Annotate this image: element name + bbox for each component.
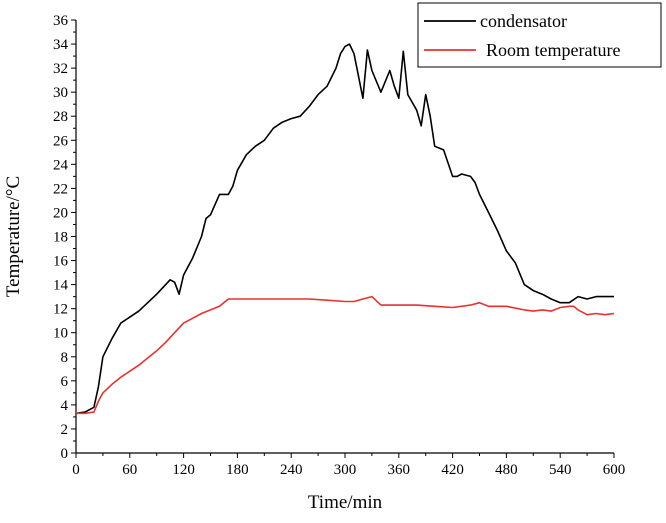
x-tick-label: 360 [388, 462, 411, 478]
x-tick-label: 240 [280, 462, 303, 478]
x-tick-label: 180 [226, 462, 249, 478]
y-tick-label: 34 [53, 37, 69, 53]
y-tick-label: 12 [53, 302, 68, 318]
y-tick-label: 18 [53, 230, 68, 246]
legend: condensator Room temperature [417, 2, 662, 68]
x-tick-label: 60 [122, 462, 137, 478]
y-tick-label: 26 [53, 133, 69, 149]
x-tick-label: 0 [72, 462, 80, 478]
y-tick-label: 16 [53, 254, 69, 270]
y-tick-label: 4 [61, 398, 69, 414]
series-line-room-temperature [76, 295, 615, 415]
y-tick-label: 36 [53, 13, 69, 29]
y-tick-label: 2 [61, 422, 69, 438]
plot-frame [75, 20, 614, 454]
x-tick-label: 420 [441, 462, 464, 478]
y-tick-label: 30 [53, 85, 68, 101]
x-tick-label: 480 [495, 462, 518, 478]
legend-label-room-temperature: Room temperature [486, 40, 620, 60]
y-tick-label: 20 [53, 205, 68, 221]
y-tick-label: 22 [53, 181, 68, 197]
series-lines [75, 43, 615, 415]
y-tick-label: 8 [61, 350, 69, 366]
series-line-condensator [75, 43, 614, 415]
y-axis-title: Temperature/°C [3, 176, 24, 297]
y-tick-label: 0 [61, 446, 69, 462]
x-axis-title: Time/min [308, 492, 383, 513]
legend-box [417, 2, 662, 68]
x-axis-ticks: 0 60 120 180 240 300 360 420 480 540 600 [72, 453, 625, 478]
y-tick-label: 14 [53, 278, 69, 294]
legend-label-condensator: condensator [480, 11, 567, 31]
y-tick-label: 6 [61, 374, 69, 390]
x-tick-label: 120 [172, 462, 195, 478]
x-tick-label: 600 [603, 462, 626, 478]
x-tick-label: 540 [549, 462, 572, 478]
y-tick-label: 10 [53, 326, 68, 342]
y-tick-label: 28 [53, 109, 68, 125]
y-tick-label: 32 [53, 61, 68, 77]
y-tick-label: 24 [53, 157, 69, 173]
x-tick-label: 300 [334, 462, 357, 478]
